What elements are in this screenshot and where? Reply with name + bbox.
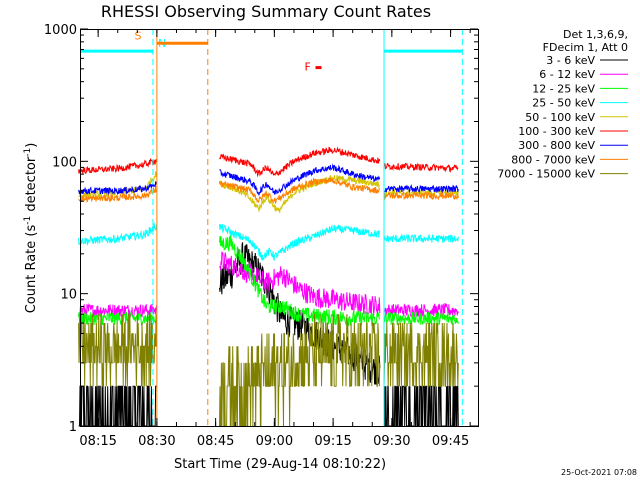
series-segment-3-2 xyxy=(383,233,459,244)
x-tick-label: 09:45 xyxy=(432,434,469,449)
series-segment-3-1 xyxy=(219,224,381,262)
series-25-50-kev xyxy=(78,222,459,262)
flag-label-6: S xyxy=(134,29,141,42)
annotations: NSF xyxy=(80,29,463,426)
legend-label: 50 - 100 keV xyxy=(525,111,595,124)
legend-label: 3 - 6 keV xyxy=(546,54,595,67)
x-tick-label: 08:45 xyxy=(197,434,234,449)
series-segment-5-2 xyxy=(383,162,459,173)
series-12-25-kev xyxy=(78,235,459,327)
series-segment-5-1 xyxy=(219,146,381,178)
series-6-12-kev xyxy=(78,251,459,319)
flag-marker-label: F xyxy=(305,61,311,74)
y-axis-ticks: 1 10 100 1000 xyxy=(44,23,478,435)
series-segment-4-1 xyxy=(219,174,381,213)
x-tick-label: 09:00 xyxy=(256,434,293,449)
series-segment-7-1 xyxy=(219,177,380,205)
legend-label: 25 - 50 keV xyxy=(532,97,595,110)
series-segment-8-0 xyxy=(78,313,158,387)
chart-title: RHESSI Observing Summary Count Rates xyxy=(101,2,431,21)
series-segment-8-1 xyxy=(219,314,381,427)
x-tick-label: 08:15 xyxy=(79,434,116,449)
x-tick-label: 09:30 xyxy=(373,434,410,449)
legend-label: 6 - 12 keV xyxy=(539,68,595,81)
y-tick-label: 10 xyxy=(60,288,77,303)
y-tick-label: 1000 xyxy=(44,23,77,38)
plot-frame xyxy=(80,29,479,427)
series-segment-3-0 xyxy=(78,222,158,247)
legend: Det 1,3,6,9, FDecim 1, Att 0 3 - 6 keV6 … xyxy=(497,28,628,181)
y-tick-label: 100 xyxy=(52,155,77,170)
series-segment-6-2 xyxy=(383,184,459,195)
series-segment-0-0 xyxy=(78,385,157,427)
series-segment-6-0 xyxy=(78,181,158,196)
legend-label: 800 - 7000 keV xyxy=(511,153,595,166)
series-segment-1-0 xyxy=(78,302,158,319)
series-segment-6-1 xyxy=(219,163,381,196)
legend-header-1: Det 1,3,6,9, xyxy=(563,28,628,41)
series-100-300-kev xyxy=(78,146,459,178)
series-segment-2-2 xyxy=(383,311,459,326)
series-300-800-kev xyxy=(78,163,459,196)
series-segment-5-0 xyxy=(78,157,158,174)
series-7000-15000-kev xyxy=(78,313,459,427)
y-axis-label: Count Rate (s-1 detector-1) xyxy=(23,143,39,314)
series-segment-8-2 xyxy=(383,322,459,387)
legend-label: 300 - 800 keV xyxy=(518,139,595,152)
series-segment-0-2 xyxy=(383,385,459,427)
legend-label: 100 - 300 keV xyxy=(518,125,595,138)
series-traces xyxy=(78,146,459,427)
series-segment-1-1 xyxy=(219,251,381,316)
series-800-7000-kev xyxy=(78,177,459,205)
legend-label: 12 - 25 keV xyxy=(532,82,595,95)
series-segment-7-0 xyxy=(78,186,157,203)
series-segment-2-0 xyxy=(78,310,158,326)
legend-header-2: FDecim 1, Att 0 xyxy=(543,41,628,54)
legend-label: 7000 - 15000 keV xyxy=(497,168,595,181)
x-tick-label: 09:15 xyxy=(314,434,351,449)
y-tick-label: 1 xyxy=(69,420,77,435)
x-tick-label: 08:30 xyxy=(138,434,175,449)
series-segment-7-2 xyxy=(383,191,459,201)
generation-timestamp: 25-Oct-2021 07:08 xyxy=(561,468,637,477)
x-axis-label: Start Time (29-Aug-14 08:10:22) xyxy=(174,457,386,472)
series-segment-2-1 xyxy=(219,235,380,327)
x-axis-ticks: 08:15 08:30 08:45 09:00 09:15 09:30 09:45 xyxy=(79,29,471,449)
